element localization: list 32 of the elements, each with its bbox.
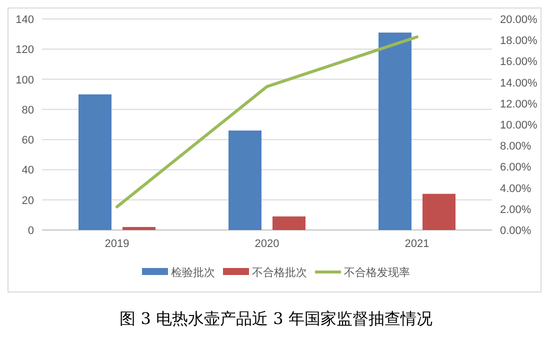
y-tick-label: 20 xyxy=(22,194,34,207)
legend-label: 不合格发现率 xyxy=(344,266,410,279)
bar xyxy=(78,94,112,230)
y2-tick-label: 4.00% xyxy=(500,182,532,195)
y2-tick-label: 12.00% xyxy=(500,98,538,110)
y2-tick-label: 18.00% xyxy=(500,35,538,48)
bar xyxy=(378,32,412,230)
y-tick-label: 80 xyxy=(22,104,34,116)
y2-tick-label: 14.00% xyxy=(500,77,538,90)
y2-tick-label: 8.00% xyxy=(500,140,532,153)
y2-tick-label: 20.00% xyxy=(500,14,538,26)
y2-tick-label: 16.00% xyxy=(500,56,538,68)
legend-label: 不合格批次 xyxy=(252,266,307,279)
y-tick-label: 140 xyxy=(16,14,34,26)
y-tick-label: 60 xyxy=(22,134,34,147)
y2-tick-label: 10.00% xyxy=(500,120,538,132)
text: 图 3 电热水壶产品近 3 年国家监督抽查情况 xyxy=(120,309,432,328)
x-tick-label: 2020 xyxy=(254,238,280,250)
x-tick-label: 2019 xyxy=(104,238,130,250)
y-tick-label: 40 xyxy=(22,164,34,177)
y-tick-label: 120 xyxy=(16,44,34,56)
bar xyxy=(272,216,306,230)
y2-tick-label: 2.00% xyxy=(500,204,532,216)
y2-tick-label: 0.00% xyxy=(500,225,532,237)
bar xyxy=(228,130,262,230)
bar xyxy=(422,194,456,230)
x-tick-label: 2021 xyxy=(404,238,430,250)
y-tick-label: 100 xyxy=(16,74,34,86)
y-tick-label: 0 xyxy=(28,225,34,237)
legend-label: 检验批次 xyxy=(171,267,215,279)
bar xyxy=(122,226,156,230)
y2-tick-label: 6.00% xyxy=(500,162,532,174)
